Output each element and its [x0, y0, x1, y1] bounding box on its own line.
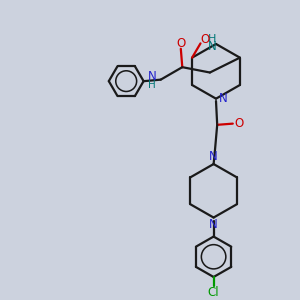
Text: H: H — [148, 80, 156, 90]
Text: H: H — [208, 34, 217, 44]
Text: N: N — [148, 70, 157, 83]
Text: N: N — [208, 40, 217, 52]
Text: O: O — [201, 33, 210, 46]
Text: O: O — [234, 117, 243, 130]
Text: O: O — [176, 37, 185, 50]
Text: N: N — [219, 92, 228, 105]
Text: Cl: Cl — [208, 286, 219, 299]
Text: N: N — [209, 218, 218, 231]
Text: N: N — [209, 150, 218, 164]
